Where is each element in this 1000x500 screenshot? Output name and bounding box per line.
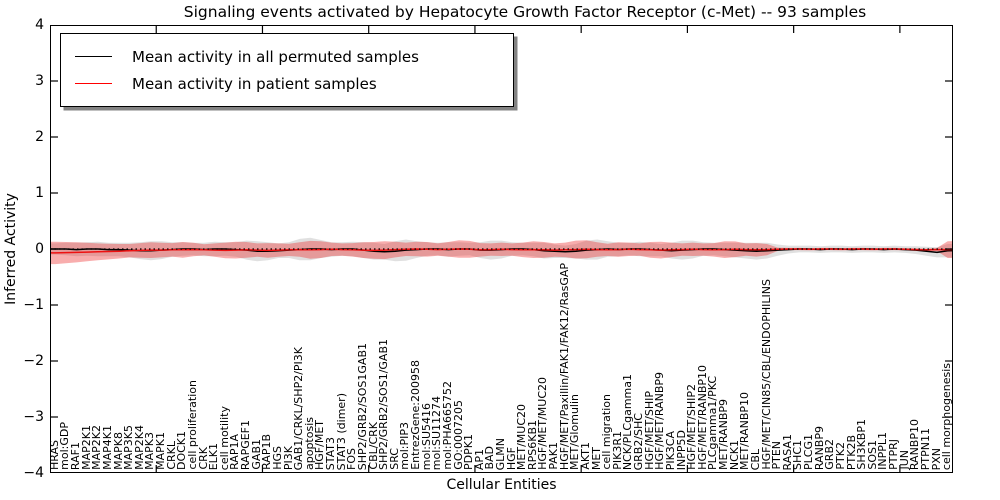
legend-item-permuted: Mean activity in all permuted samples <box>75 43 503 70</box>
y-axis-label: Inferred Activity <box>3 193 19 305</box>
legend-line-sample-red <box>75 83 112 84</box>
y-tick-label: −4 <box>23 465 44 481</box>
y-tick-label: −2 <box>23 353 44 369</box>
x-tick-label: cell morphogenesis <box>940 362 954 470</box>
legend-label: Mean activity in patient samples <box>132 74 377 93</box>
legend-label: Mean activity in all permuted samples <box>132 47 419 66</box>
legend-line-sample-black <box>75 56 112 57</box>
y-tick-label: 3 <box>35 73 44 89</box>
plot-area <box>50 25 953 473</box>
band-patient <box>50 240 953 265</box>
x-axis-label: Cellular Entities <box>446 477 557 493</box>
y-tick-label: 2 <box>35 129 44 145</box>
y-tick-label: 4 <box>35 17 44 33</box>
y-tick-label: −1 <box>23 297 44 313</box>
y-tick-label: 0 <box>35 241 44 257</box>
chart-title: Signaling events activated by Hepatocyte… <box>183 3 867 21</box>
y-tick-label: 1 <box>35 185 44 201</box>
legend: Mean activity in all permuted samples Me… <box>60 33 514 107</box>
y-tick-label: −3 <box>23 409 44 425</box>
legend-item-patient: Mean activity in patient samples <box>75 70 503 97</box>
